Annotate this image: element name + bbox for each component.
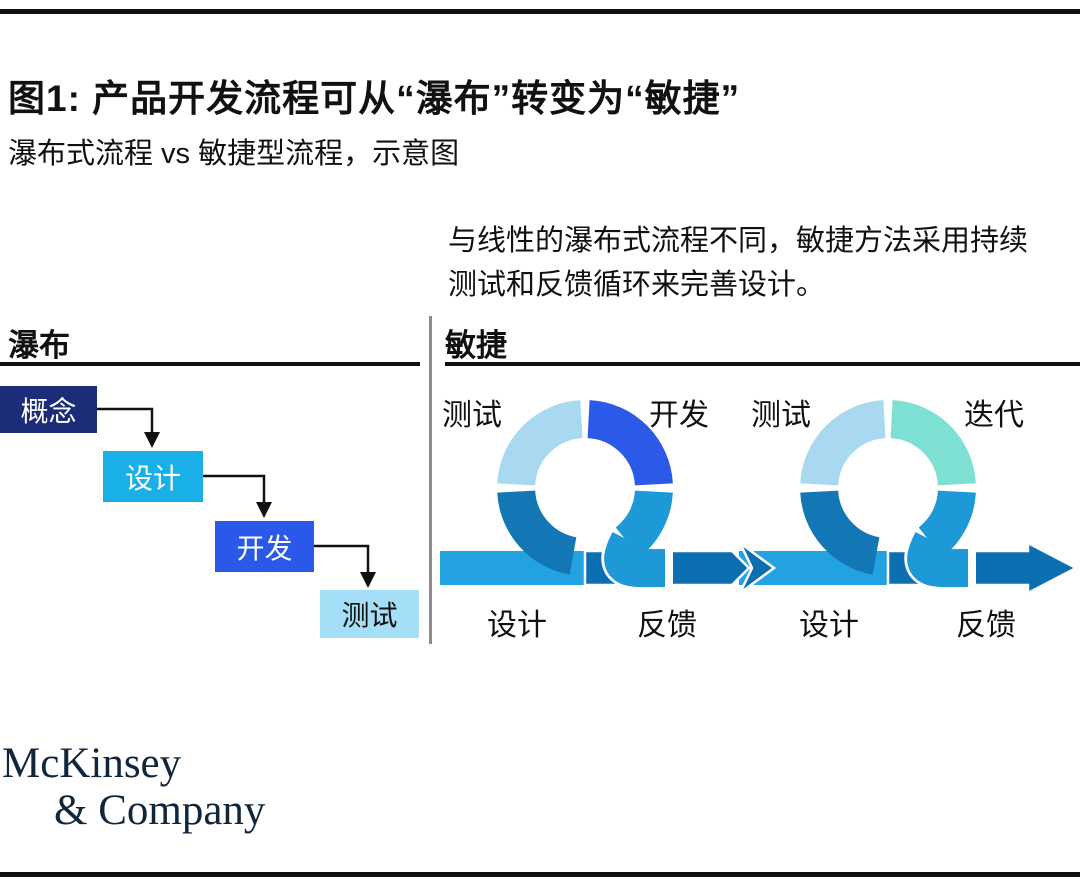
loop2-design-quadrant (800, 489, 881, 575)
loop1-label-test: 测试 (442, 399, 502, 432)
annotation-text: 与线性的瀑布式流程不同，敏捷方法采用持续测试和反馈循环来完善设计。 (448, 225, 1029, 301)
loop1-develop-quadrant (586, 400, 673, 487)
waterfall-section-rule (0, 362, 420, 366)
agile-loop-diagram (440, 400, 1079, 596)
panel-divider (429, 316, 432, 644)
loop1-design-quadrant (497, 489, 578, 575)
loop2-label-iterate: 迭代 (964, 399, 1024, 432)
mckinsey-logo: McKinsey & Company (2, 740, 265, 834)
waterfall-step-develop: 开发 (215, 521, 314, 572)
loop1-tail-patch (615, 516, 658, 558)
loop2-label-feedback: 反馈 (956, 609, 1016, 642)
loop2-test-quadrant (800, 400, 887, 487)
loop1-tail (604, 532, 666, 588)
arrowhead-down-icon (144, 432, 160, 448)
mid-arrowhead-icon (738, 541, 777, 595)
logo-line2: & Company (54, 787, 266, 834)
loop2-label-design: 设计 (799, 609, 859, 642)
loop1-label-develop: 开发 (649, 399, 709, 432)
loop1-test-quadrant (497, 400, 584, 487)
arrow-lines (97, 407, 370, 572)
logo-line1: McKinsey (2, 740, 182, 787)
arrowheads-down (144, 432, 376, 588)
top-rule (0, 9, 1080, 14)
waterfall-step-test: 测试 (320, 590, 419, 638)
loop1-label-design: 设计 (487, 609, 547, 642)
waterfall-step-design: 设计 (103, 451, 203, 502)
arrowhead-down-icon (360, 572, 376, 588)
page-title: 图1: 产品开发流程可从“瀑布”转变为“敏捷” (8, 78, 741, 119)
loop2-tail (907, 532, 969, 588)
loop1-label-feedback: 反馈 (637, 609, 697, 642)
loop2-label-test: 测试 (751, 399, 811, 432)
waterfall-section-label: 瀑布 (8, 328, 70, 363)
waterfall-arrows (97, 407, 376, 588)
arrowhead-down-icon (256, 502, 272, 518)
page-subtitle: 瀑布式流程 vs 敏捷型流程，示意图 (8, 138, 460, 170)
agile-section-rule (445, 362, 1080, 366)
bottom-rule (0, 872, 1080, 877)
loop2-tail-patch (918, 516, 961, 558)
agile-section-label: 敏捷 (445, 328, 507, 363)
waterfall-step-concept: 概念 (0, 386, 97, 433)
loop2-iterate-quadrant (889, 400, 976, 487)
